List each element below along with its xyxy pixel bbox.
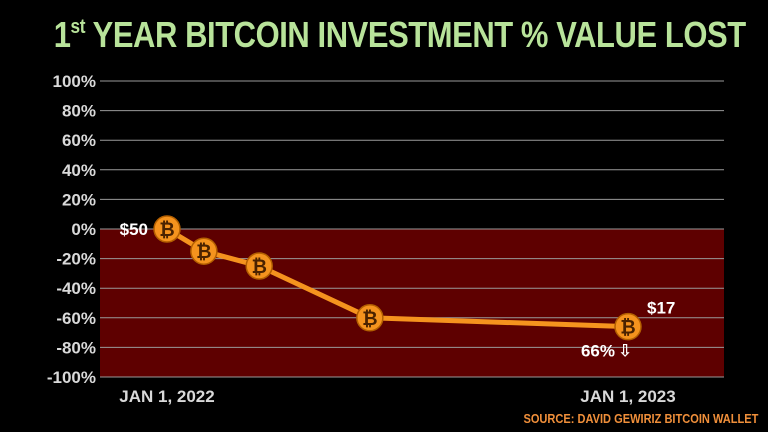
y-tick-label: 100% [53, 72, 96, 91]
y-tick-label: 80% [62, 102, 96, 121]
bitcoin-symbol: ₿ [620, 318, 635, 339]
x-tick-label: JAN 1, 2023 [580, 387, 675, 406]
bitcoin-symbol: ₿ [196, 242, 211, 263]
bitcoin-icon: ₿ [614, 312, 642, 341]
y-tick-label: 0% [71, 220, 96, 239]
bitcoin-icon: ₿ [153, 215, 181, 243]
bitcoin-symbol: ₿ [251, 257, 266, 278]
x-axis-labels: JAN 1, 2022 JAN 1, 2023 [119, 387, 675, 406]
title-prefix: 1 [53, 14, 71, 55]
y-tick-label: 40% [62, 161, 96, 180]
y-tick-label: -60% [56, 309, 96, 328]
bitcoin-marker-circle [245, 252, 273, 280]
y-tick-label: -40% [56, 279, 96, 298]
source-note: SOURCE: DAVID GEWIRIZ BITCOIN WALLET [523, 411, 758, 426]
x-tick-label: JAN 1, 2022 [119, 387, 214, 406]
start-value-label: $50 [120, 220, 148, 239]
chart-title: 1st YEAR BITCOIN INVESTMENT % VALUE LOST [53, 14, 746, 56]
title-ordinal-suffix: st [70, 16, 86, 38]
loss-percent-label: 66% [581, 342, 615, 361]
annotations: $50 $17 66% ⇩ [120, 220, 676, 361]
data-markers: ₿ ₿ ₿ ₿ ₿ [153, 215, 642, 341]
title-text: YEAR BITCOIN INVESTMENT % VALUE LOST [92, 14, 746, 55]
end-value-label: $17 [647, 299, 675, 318]
y-tick-label: 60% [62, 131, 96, 150]
y-tick-label: -100% [47, 368, 96, 387]
y-axis-ticks: 100% 80% 60% 40% 20% 0% -20% -40% -60% -80% -100% [47, 72, 96, 387]
bitcoin-icon: ₿ [190, 237, 218, 265]
y-tick-label: 20% [62, 190, 96, 209]
bitcoin-marker-circle [190, 237, 218, 265]
bitcoin-symbol: ₿ [362, 309, 377, 330]
bitcoin-marker-circle [153, 215, 181, 243]
bitcoin-icon: ₿ [245, 252, 273, 280]
bitcoin-marker-circle [614, 312, 642, 341]
bitcoin-symbol: ₿ [159, 220, 174, 241]
down-arrow-icon: ⇩ [618, 342, 632, 361]
y-tick-label: -20% [56, 250, 96, 269]
bitcoin-marker-circle [356, 304, 384, 332]
bitcoin-icon: ₿ [356, 304, 384, 332]
y-tick-label: -80% [56, 338, 96, 357]
